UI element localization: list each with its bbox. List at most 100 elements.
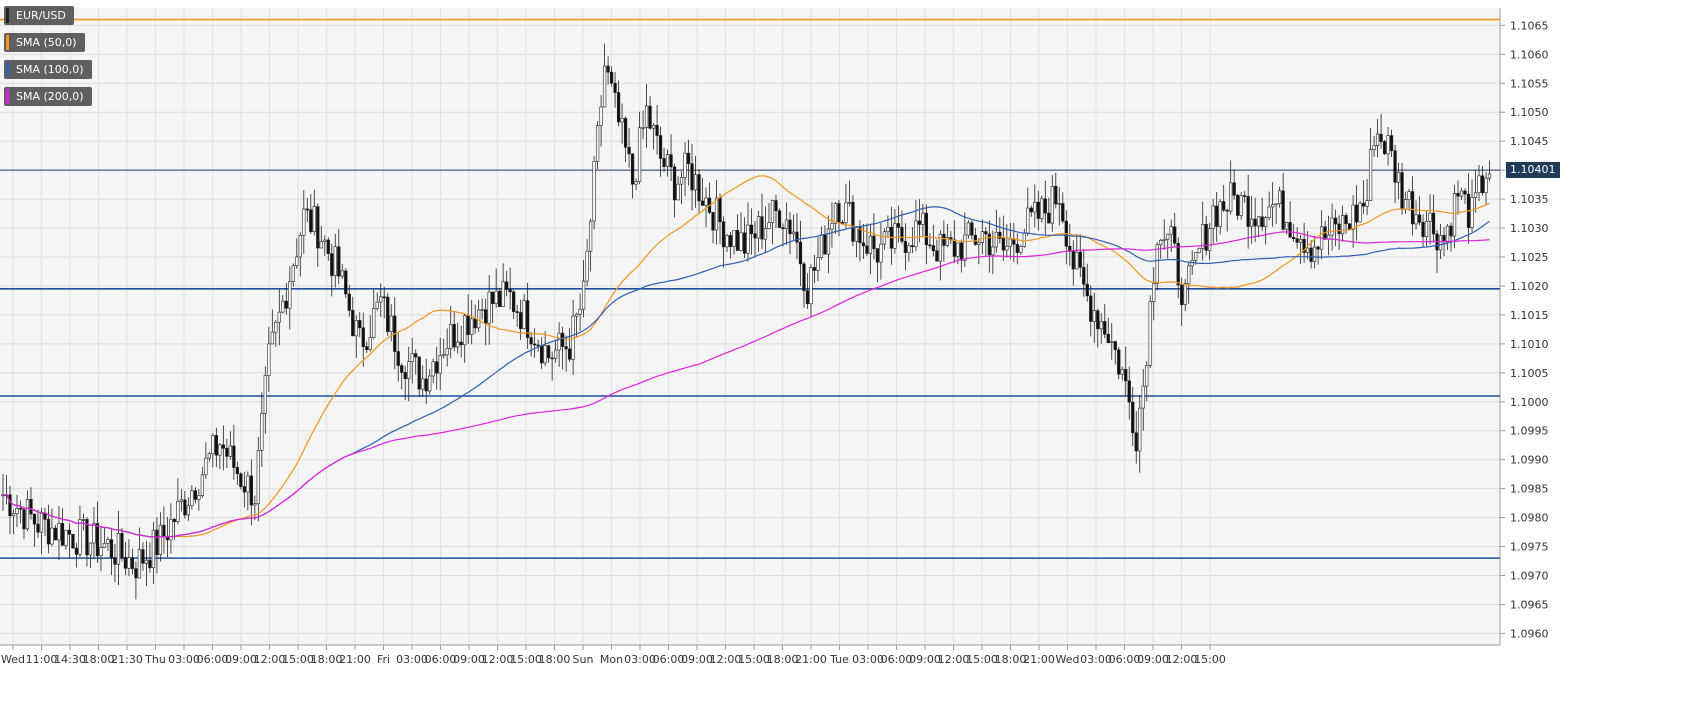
candle-body bbox=[295, 256, 299, 266]
candle-body bbox=[1421, 222, 1425, 238]
x-tick-label: Sun bbox=[573, 653, 594, 666]
candle-body bbox=[18, 508, 23, 510]
legend-item-symbol[interactable]: EUR/USD bbox=[4, 6, 74, 25]
candle-body bbox=[627, 146, 631, 155]
candle-body bbox=[1274, 203, 1278, 206]
candle-body bbox=[421, 378, 425, 390]
candle-body bbox=[477, 309, 481, 329]
x-tick-label: 15:00 bbox=[966, 653, 998, 666]
candle-body bbox=[1281, 190, 1285, 230]
x-tick-label: 09:00 bbox=[681, 653, 713, 666]
candle-body bbox=[130, 557, 135, 569]
y-tick-label: 1.1045 bbox=[1510, 135, 1549, 148]
candle-body bbox=[812, 267, 817, 271]
x-tick-label: 18:00 bbox=[539, 653, 571, 666]
candle-body bbox=[1152, 283, 1156, 302]
candle-body bbox=[144, 559, 149, 564]
candle-body bbox=[29, 499, 33, 515]
candle-body bbox=[64, 529, 68, 546]
candle-body bbox=[470, 318, 474, 335]
candle-body bbox=[106, 539, 110, 544]
x-tick-label: 21:00 bbox=[1023, 653, 1055, 666]
candle-body bbox=[438, 355, 442, 374]
candle-body bbox=[414, 353, 418, 358]
candle-body bbox=[823, 234, 827, 255]
candle-body bbox=[1292, 236, 1296, 239]
candle-body bbox=[651, 124, 656, 129]
x-tick-label: 21:00 bbox=[795, 653, 827, 666]
candle-body bbox=[795, 231, 799, 243]
candle-body bbox=[623, 118, 628, 148]
candle-body bbox=[396, 351, 400, 366]
candle-body bbox=[1330, 217, 1334, 236]
candle-body bbox=[197, 495, 201, 500]
candle-body bbox=[998, 231, 1002, 239]
candle-body bbox=[8, 494, 12, 517]
candle-body bbox=[938, 233, 943, 262]
candle-body bbox=[767, 222, 771, 229]
candle-body bbox=[505, 281, 509, 290]
candle-body bbox=[1354, 204, 1359, 223]
legend-item-sma200[interactable]: SMA (200,0) bbox=[4, 87, 92, 106]
candle-body bbox=[777, 210, 782, 228]
candle-body bbox=[1253, 218, 1257, 227]
candle-body bbox=[1344, 215, 1348, 224]
legend-item-sma50[interactable]: SMA (50,0) bbox=[4, 33, 85, 52]
candle-body bbox=[1162, 239, 1166, 241]
candle-body bbox=[1120, 369, 1124, 375]
candle-body bbox=[1103, 321, 1107, 335]
candle-body bbox=[1197, 248, 1201, 253]
candle-body bbox=[127, 557, 131, 569]
candle-body bbox=[1438, 235, 1443, 251]
candle-body bbox=[36, 523, 40, 533]
x-tick-label: Fri bbox=[377, 653, 390, 666]
candle-body bbox=[484, 309, 488, 324]
candle-body bbox=[945, 237, 949, 246]
candle-body bbox=[1057, 203, 1061, 205]
x-tick-label: 18:00 bbox=[311, 653, 343, 666]
candle-body bbox=[466, 315, 470, 335]
y-tick-label: 1.1050 bbox=[1510, 106, 1549, 119]
candle-body bbox=[372, 308, 376, 338]
candle-body bbox=[1278, 190, 1282, 205]
candle-body bbox=[498, 290, 502, 307]
candle-body bbox=[819, 234, 824, 259]
candle-body bbox=[697, 174, 701, 202]
candle-body bbox=[711, 212, 715, 231]
candle-body bbox=[679, 176, 684, 185]
candle-body bbox=[931, 245, 936, 252]
x-tick-label: 12:00 bbox=[710, 653, 742, 666]
candle-body bbox=[88, 542, 93, 556]
candle-body bbox=[613, 82, 617, 93]
candle-body bbox=[609, 71, 614, 84]
candle-body bbox=[1267, 206, 1271, 218]
candle-body bbox=[742, 232, 747, 254]
legend-item-sma100[interactable]: SMA (100,0) bbox=[4, 60, 92, 79]
x-tick-label: 12:00 bbox=[938, 653, 970, 666]
candle-body bbox=[564, 346, 568, 350]
x-tick-label: 03:00 bbox=[624, 653, 656, 666]
candle-body bbox=[1026, 207, 1030, 234]
x-tick-label: 18:00 bbox=[83, 653, 115, 666]
candle-body bbox=[1337, 223, 1341, 235]
candle-body bbox=[700, 200, 705, 206]
candle-body bbox=[861, 242, 866, 247]
candle-body bbox=[186, 505, 191, 516]
candle-body bbox=[875, 248, 880, 263]
candle-body bbox=[302, 208, 306, 236]
candle-body bbox=[1340, 215, 1345, 235]
candle-body bbox=[886, 226, 890, 232]
candle-body bbox=[333, 246, 337, 276]
candle-body bbox=[1243, 195, 1247, 197]
candle-body bbox=[553, 349, 558, 359]
candle-body bbox=[330, 253, 334, 276]
x-tick-label: 12:00 bbox=[482, 653, 514, 666]
candle-body bbox=[172, 518, 177, 522]
legend-swatch-sma100 bbox=[6, 62, 9, 77]
candle-body bbox=[1305, 247, 1310, 253]
candle-body bbox=[25, 499, 30, 530]
candle-body bbox=[536, 344, 540, 347]
candle-body bbox=[592, 161, 596, 222]
candle-body bbox=[386, 296, 390, 332]
